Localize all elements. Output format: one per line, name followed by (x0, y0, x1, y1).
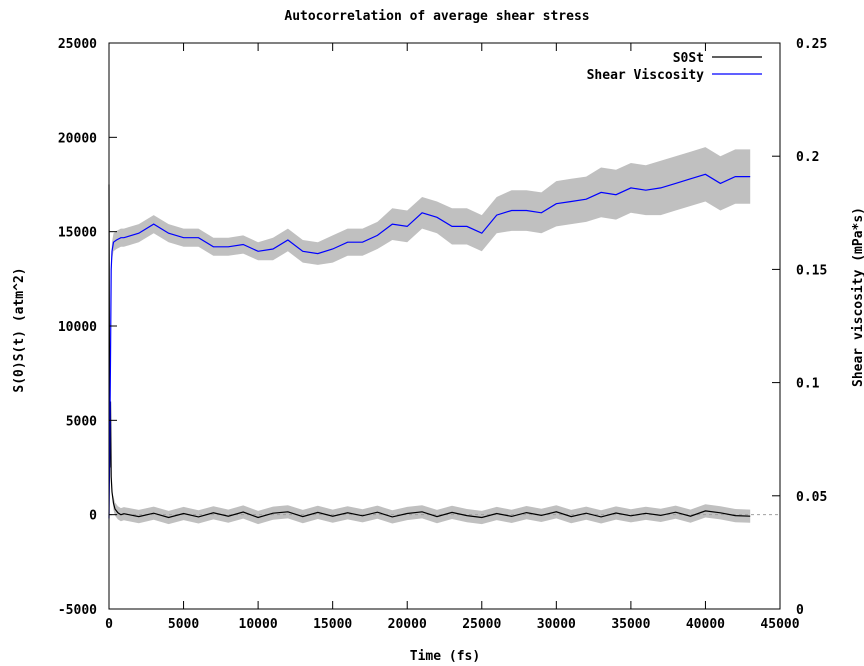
series-lines (108, 173, 751, 519)
y2-tick-label: 0.25 (796, 37, 827, 52)
y-tick-label: 25000 (58, 37, 97, 52)
x-tick-label: 30000 (537, 617, 576, 632)
legend: S0St Shear Viscosity (587, 51, 762, 83)
error-bands (109, 147, 751, 528)
plot-frame (108, 42, 781, 610)
legend-label-s0st: S0St (673, 51, 704, 66)
x-tick-label: 40000 (686, 617, 725, 632)
y2-axis-label: Shear viscosity (mPa*s) (851, 207, 864, 387)
axis-ticks: 0 5000 10000 15000 20000 25000 30000 35000 40000… (58, 37, 827, 632)
y-tick-label: 10000 (58, 320, 97, 335)
y-tick-label: 20000 (58, 131, 97, 146)
y-axis-label: S(0)S(t) (atm^2) (12, 267, 27, 392)
series-line-shear-viscosity (108, 173, 751, 519)
y-tick-label: 15000 (58, 226, 97, 241)
x-tick-label: 10000 (239, 617, 278, 632)
y-tick-label: 5000 (66, 414, 97, 429)
y2-tick-label: 0.05 (796, 490, 827, 505)
series-line-s0st (108, 184, 751, 519)
x-tick-label: 15000 (313, 617, 352, 632)
x-tick-label: 35000 (611, 617, 650, 632)
y-tick-label: 0 (89, 509, 97, 524)
x-axis-label: Time (fs) (410, 649, 480, 664)
y2-tick-label: 0.1 (796, 377, 820, 392)
y2-tick-label: 0.2 (796, 150, 819, 165)
chart-title: Autocorrelation of average shear stress (284, 9, 589, 24)
error-band-shear-viscosity (109, 147, 751, 528)
x-tick-label: 25000 (462, 617, 501, 632)
y2-tick-label: 0 (796, 603, 804, 618)
y2-tick-label: 0.15 (796, 263, 827, 278)
x-tick-label: 5000 (168, 617, 199, 632)
x-tick-label: 20000 (388, 617, 427, 632)
y-tick-label: -5000 (58, 603, 97, 618)
x-tick-label: 45000 (760, 617, 799, 632)
legend-label-shear-viscosity: Shear Viscosity (587, 68, 705, 83)
x-tick-label: 0 (105, 617, 113, 632)
